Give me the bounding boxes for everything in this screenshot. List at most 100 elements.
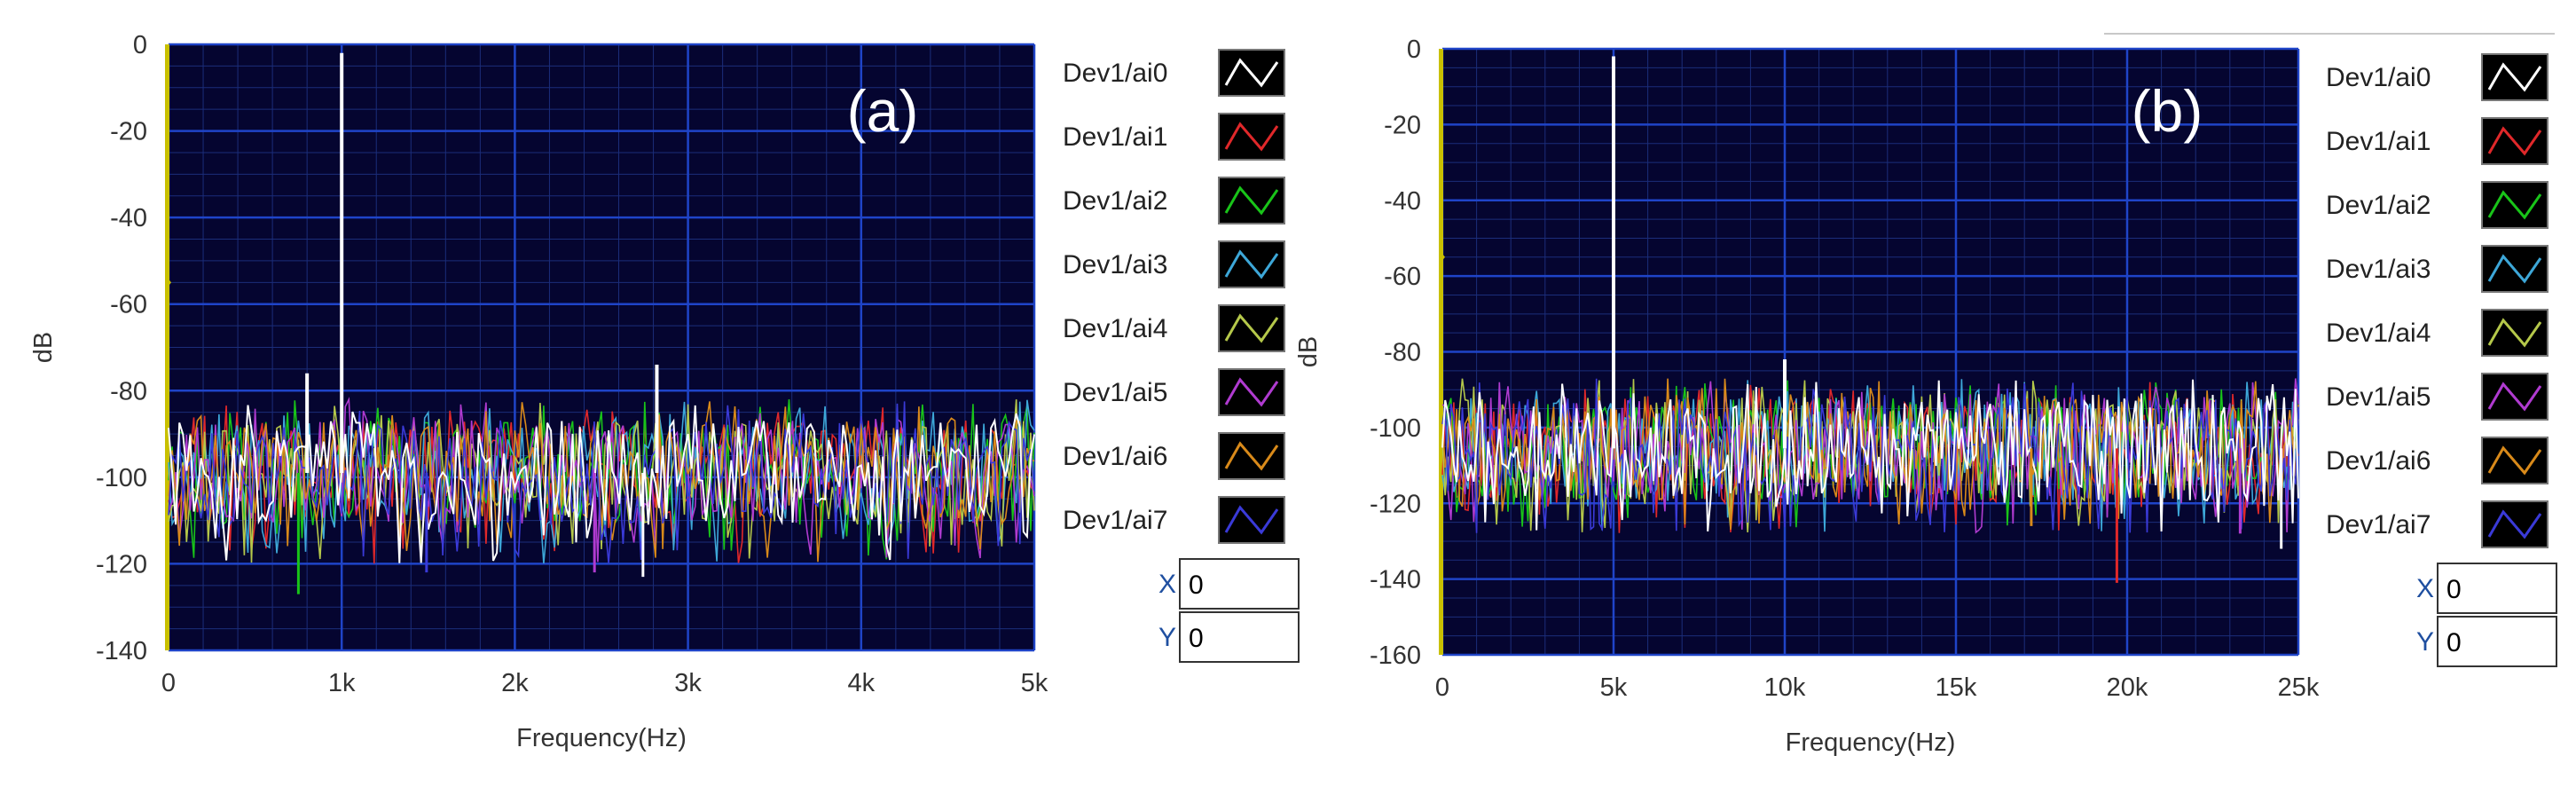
- y-tick-label: -80: [110, 377, 147, 405]
- spectrum-traces: [1441, 56, 2299, 583]
- legend-item[interactable]: Dev1/ai2: [1063, 177, 1285, 224]
- legend-label: Dev1/ai7: [1063, 506, 1167, 535]
- y-tick-label: -140: [1370, 566, 1421, 594]
- legend-swatch[interactable]: [1218, 304, 1285, 352]
- waveform-icon: [2487, 382, 2542, 412]
- cursor-x-value: 0: [2446, 575, 2462, 604]
- legend-item[interactable]: Dev1/ai0: [2326, 53, 2549, 101]
- y-axis-title: dB: [1294, 336, 1323, 367]
- y-tick-label: -100: [96, 464, 147, 492]
- legend-label: Dev1/ai1: [1063, 122, 1167, 152]
- cursor-y-field[interactable]: [2437, 616, 2557, 667]
- y-tick-label: -100: [1370, 414, 1421, 443]
- cursor-x-field[interactable]: [2437, 563, 2557, 614]
- legend-label: Dev1/ai6: [1063, 442, 1167, 471]
- legend-label: Dev1/ai4: [2326, 319, 2431, 348]
- y-axis-title: dB: [29, 332, 58, 363]
- legend: Dev1/ai0 Dev1/ai1 Dev1/ai2 Dev1/ai3 Dev1/ai4…: [1063, 49, 1285, 544]
- spectrum-line-Dev1-ai0: [1441, 379, 2299, 532]
- cursor-y-label: Y: [1158, 623, 1176, 652]
- cursor-y-field[interactable]: [1179, 611, 1300, 663]
- legend-label: Dev1/ai5: [2326, 382, 2431, 412]
- legend-label: Dev1/ai2: [1063, 186, 1167, 216]
- legend: Dev1/ai0 Dev1/ai1 Dev1/ai2 Dev1/ai3 Dev1/ai4…: [2326, 53, 2549, 548]
- waveform-icon: [1224, 58, 1279, 88]
- spectrum-chart-a: 0 -20 -40 -60 -80 -100 -120 -140 0 1k 2k 3k 4k 5k Freq…: [29, 31, 1300, 752]
- legend-item[interactable]: Dev1/ai7: [1063, 496, 1285, 544]
- cursor-y-label: Y: [2416, 627, 2434, 657]
- y-axis-marker: [1439, 49, 1443, 655]
- cursor-readout: X 0Y 0: [1158, 558, 1300, 663]
- legend-label: Dev1/ai0: [2326, 63, 2431, 92]
- y-tick-label: -160: [1370, 642, 1421, 670]
- x-tick-label: 2k: [501, 669, 529, 697]
- cursor-y-value: 0: [2446, 628, 2462, 657]
- x-tick-label: 10k: [1764, 673, 1806, 702]
- legend-item[interactable]: Dev1/ai1: [1063, 113, 1285, 161]
- waveform-icon: [1224, 122, 1279, 152]
- waveform-icon: [1224, 249, 1279, 279]
- cursor-y-value: 0: [1189, 624, 1204, 653]
- y-tick-label: -120: [1370, 490, 1421, 518]
- cursor-x-label: X: [2416, 574, 2434, 603]
- legend-label: Dev1/ai1: [2326, 127, 2431, 156]
- cursor-readout: X 0Y 0: [2416, 563, 2557, 667]
- y-axis-marker: [165, 44, 169, 650]
- waveform-icon: [2487, 190, 2542, 220]
- legend-label: Dev1/ai0: [1063, 59, 1167, 88]
- legend-item[interactable]: Dev1/ai6: [1063, 432, 1285, 480]
- legend-label: Dev1/ai5: [1063, 378, 1167, 407]
- waveform-icon: [2487, 445, 2542, 476]
- waveform-icon: [1224, 377, 1279, 407]
- legend-label: Dev1/ai4: [1063, 314, 1167, 343]
- y-tick-label: -20: [1384, 111, 1421, 139]
- scale-arrow-icon: [1439, 248, 1445, 265]
- cursor-x-field[interactable]: [1179, 558, 1300, 610]
- legend-item[interactable]: Dev1/ai7: [2326, 500, 2549, 548]
- x-axis-title: Frequency(Hz): [516, 724, 687, 752]
- x-tick-label: 0: [1435, 673, 1449, 702]
- waveform-icon: [2487, 509, 2542, 539]
- y-tick-label: -40: [1384, 187, 1421, 216]
- legend-label: Dev1/ai6: [2326, 446, 2431, 476]
- x-axis-title: Frequency(Hz): [1786, 728, 1956, 757]
- waveform-icon: [2487, 126, 2542, 156]
- legend-item[interactable]: Dev1/ai3: [2326, 245, 2549, 293]
- x-tick-label: 5k: [1021, 669, 1048, 697]
- panel-label: (a): [847, 78, 919, 144]
- x-tick-label: 5k: [1600, 673, 1628, 702]
- legend-item[interactable]: Dev1/ai5: [1063, 368, 1285, 416]
- legend-swatch[interactable]: [2481, 500, 2549, 548]
- cursor-x-label: X: [1158, 570, 1176, 599]
- legend-item[interactable]: Dev1/ai6: [2326, 437, 2549, 484]
- y-tick-label: -80: [1384, 339, 1421, 367]
- x-tick-label: 1k: [328, 669, 356, 697]
- legend-item[interactable]: Dev1/ai4: [2326, 309, 2549, 357]
- legend-item[interactable]: Dev1/ai4: [1063, 304, 1285, 352]
- panel-label: (b): [2132, 78, 2203, 144]
- waveform-icon: [1224, 505, 1279, 535]
- legend-item[interactable]: Dev1/ai2: [2326, 181, 2549, 229]
- cursor-x-value: 0: [1189, 571, 1204, 600]
- waveform-icon: [1224, 185, 1279, 216]
- y-tick-label: 0: [133, 31, 147, 59]
- y-tick-label: -60: [110, 291, 147, 319]
- legend-item[interactable]: Dev1/ai5: [2326, 373, 2549, 421]
- legend-item[interactable]: Dev1/ai1: [2326, 117, 2549, 165]
- legend-label: Dev1/ai3: [2326, 255, 2431, 284]
- spectrum-line-Dev1-ai0: [168, 405, 1035, 563]
- spectrum-traces: [168, 52, 1035, 594]
- x-tick-label: 20k: [2107, 673, 2148, 702]
- y-tick-label: -120: [96, 550, 147, 579]
- waveform-icon: [2487, 318, 2542, 348]
- spectrum-line-Dev1-ai7: [1441, 378, 2299, 533]
- legend-item[interactable]: Dev1/ai0: [1063, 49, 1285, 97]
- legend-label: Dev1/ai2: [2326, 191, 2431, 220]
- y-tick-label: -140: [96, 637, 147, 665]
- legend-item[interactable]: Dev1/ai3: [1063, 240, 1285, 288]
- x-tick-label: 4k: [847, 669, 875, 697]
- waveform-icon: [2487, 62, 2542, 92]
- x-tick-label: 15k: [1936, 673, 1977, 702]
- spectrum-chart-b: 0 -20 -40 -60 -80 -100 -120 -140 -160 0 5k 10k 15k 20…: [1294, 35, 2557, 757]
